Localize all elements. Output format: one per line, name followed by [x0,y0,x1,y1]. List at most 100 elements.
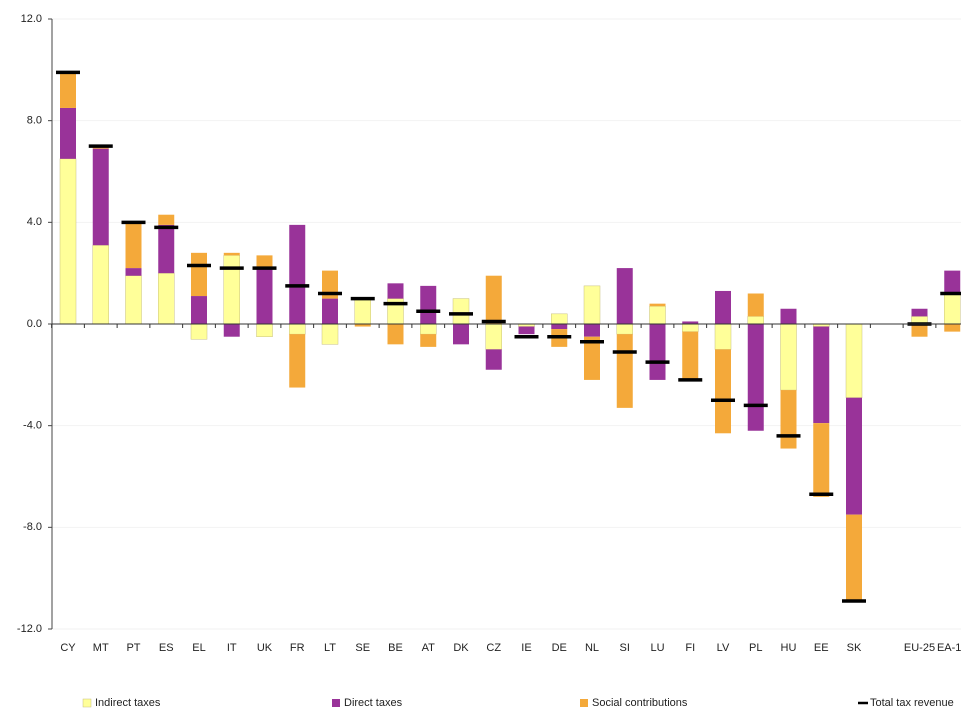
bar-segment [551,324,568,330]
bar-segment [354,298,371,325]
bar-segment [551,313,568,325]
bar-segment [485,275,502,324]
bar-segment [944,293,961,325]
bar-segment [60,72,76,108]
x-tick-label: NL [585,642,599,654]
bar-segment [60,107,76,159]
bar-segment [616,323,633,335]
x-tick-label: EL [192,642,205,654]
bar-segment [223,324,240,337]
y-tick-label: 8.0 [27,115,42,127]
x-tick-label: MT [93,642,109,654]
x-tick-label: HU [781,642,797,654]
bar-segment [714,323,732,350]
bar-segment [289,323,306,335]
y-tick-label: 12.0 [21,13,42,25]
bar-segment [911,308,928,317]
bar-segment [223,255,240,325]
bar-segment [59,158,77,325]
bar-segment [387,324,404,345]
bar-segment [583,285,601,325]
bar-segment [813,423,830,497]
bar-segment [485,349,502,370]
bar-segment [158,224,175,274]
bar-segment [453,324,469,345]
bar-segment [289,334,306,388]
x-tick-label: EA-15 [937,642,961,654]
bar-segment [682,321,699,324]
bar-segment [747,293,764,317]
bar-segment [289,224,306,324]
x-tick-label: DE [552,642,567,654]
x-tick-label: EE [814,642,829,654]
bar-segment [616,334,633,408]
bar-segment [256,323,273,337]
x-tick-label: BE [388,642,403,654]
bar-segment [354,324,371,327]
x-tick-label: SI [620,642,630,654]
bar-segment [420,285,437,324]
bar-segment [649,303,666,307]
x-tick-label: LV [717,642,730,654]
bar-segment [125,222,142,269]
bar-segment [649,324,666,380]
bar-segment [158,272,175,325]
bar-segment [125,275,142,325]
x-tick-label: EU-25 [904,642,935,654]
bar-segment [846,397,862,515]
bar-segment [682,331,699,380]
bar-segment [191,296,207,324]
x-tick-label: SE [355,642,370,654]
bar-segment [780,308,797,324]
bar-segment [649,305,666,325]
bar-segment [944,270,961,294]
bar-segment [485,323,502,350]
x-tick-label: PT [126,642,140,654]
legend-label: Social contributions [592,697,688,708]
x-tick-label: UK [257,642,273,654]
bar-segment [322,298,338,324]
legend-swatch [332,699,340,707]
bar-segment [682,323,699,332]
y-tick-label: -8.0 [23,521,42,533]
bar-segment [780,390,797,449]
x-tick-label: IT [227,642,237,654]
legend-label: Indirect taxes [95,697,161,708]
legend-swatch [580,699,588,707]
bar-segment [420,334,437,347]
bar-segment [813,326,830,424]
bar-segment [125,268,142,276]
bar-segment [387,283,404,299]
bar-segment [911,324,928,337]
bar-segment [747,316,764,325]
bar-segment [158,214,175,225]
bar-segment [845,323,863,398]
legend-label: Total tax revenue [870,697,954,708]
bar-segment [715,290,731,324]
x-tick-label: SK [847,642,862,654]
bar-segment [452,298,470,325]
bar-segment [944,324,961,332]
legend-label: Direct taxes [344,697,403,708]
bar-segment [92,148,109,246]
bar-segment [846,514,862,602]
bar-segment [584,336,600,380]
y-tick-label: -12.0 [17,623,42,635]
y-tick-label: 0.0 [27,318,42,330]
bar-segment [420,323,437,335]
legend-swatch [82,698,92,708]
bar-segment [616,268,633,324]
bar-segment [191,252,207,297]
x-tick-label: LU [650,642,664,654]
bar-segment [321,323,339,345]
bar-segment [256,268,273,324]
bar-segment [223,252,240,256]
bar-segment [92,244,109,325]
y-tick-label: -4.0 [23,420,42,432]
y-tick-label: 4.0 [27,216,42,228]
x-tick-label: CZ [486,642,501,654]
x-tick-label: LT [324,642,336,654]
x-tick-label: FR [290,642,305,654]
x-tick-label: DK [453,642,469,654]
